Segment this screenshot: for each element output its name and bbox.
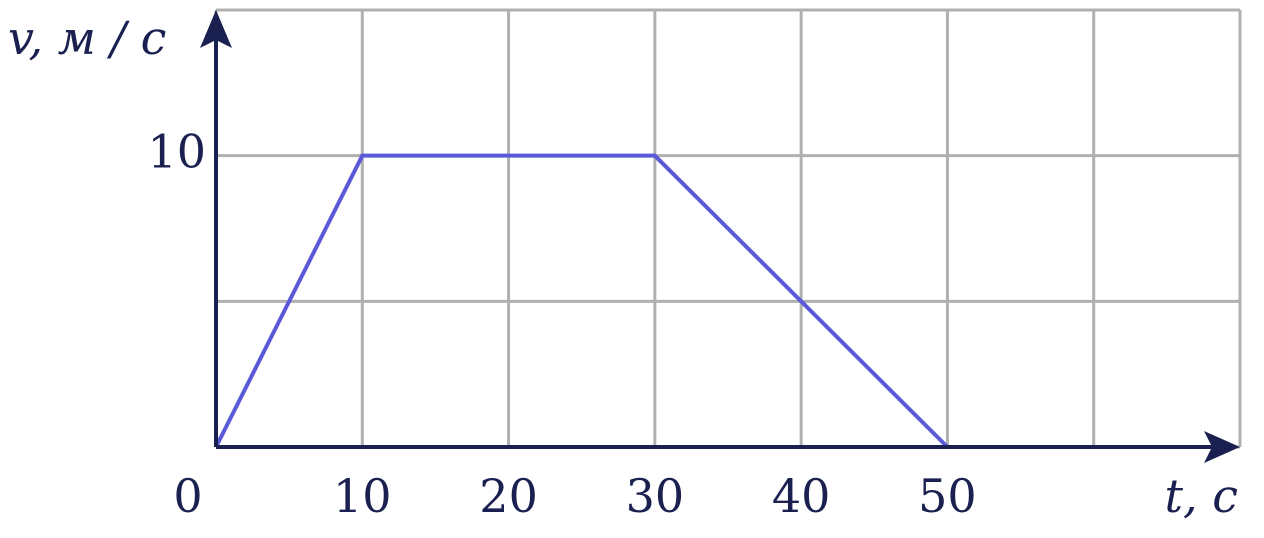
x-tick-label: 10	[333, 469, 392, 523]
data-line	[214, 153, 949, 449]
plot	[214, 153, 949, 449]
y-axis-label: v, м / с	[8, 11, 166, 65]
x-tick-label: 40	[772, 469, 831, 523]
x-tick-label: 30	[626, 469, 685, 523]
y-tick-label: 10	[147, 125, 206, 179]
x-tick-label: 20	[479, 469, 538, 523]
x-axis-arrow	[1204, 431, 1240, 463]
y-axis-arrow	[200, 10, 232, 48]
x-axis-label: t, с	[1165, 469, 1239, 523]
x-tick-label: 0	[173, 469, 202, 523]
x-tick-label: 50	[918, 469, 977, 523]
